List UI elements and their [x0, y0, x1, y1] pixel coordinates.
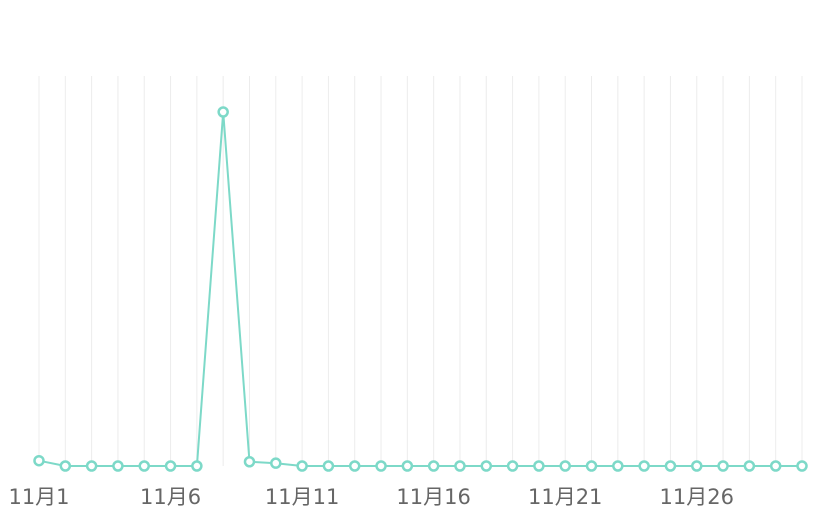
data-point[interactable] — [480, 460, 493, 472]
data-point[interactable] — [743, 460, 756, 472]
data-point[interactable] — [533, 460, 545, 472]
data-point[interactable] — [559, 460, 571, 472]
data-point[interactable] — [717, 460, 729, 472]
data-point[interactable] — [612, 460, 624, 472]
data-point[interactable] — [348, 460, 361, 472]
data-point[interactable] — [769, 460, 782, 472]
x-tick-label: 11月11 — [265, 485, 339, 509]
series-line-layer — [38, 111, 802, 467]
data-point[interactable] — [112, 460, 124, 472]
data-point[interactable] — [322, 460, 335, 472]
x-tick-label: 11月21 — [528, 485, 602, 509]
data-points-layer — [33, 106, 808, 472]
x-tick-label: 11月1 — [8, 485, 69, 509]
data-point[interactable] — [454, 460, 466, 472]
data-point[interactable] — [585, 460, 598, 472]
x-tick-label: 11月26 — [660, 485, 734, 509]
data-point[interactable] — [401, 460, 414, 472]
data-point[interactable] — [138, 460, 150, 472]
data-point[interactable] — [59, 460, 72, 472]
series-line — [38, 111, 802, 467]
data-point[interactable] — [296, 460, 308, 472]
data-point[interactable] — [164, 460, 177, 472]
data-point[interactable] — [638, 460, 650, 472]
data-point[interactable] — [664, 460, 677, 472]
x-axis-tick-labels: 11月1 11月6 11月11 11月16 11月21 11月26 — [8, 485, 734, 509]
data-point[interactable] — [427, 460, 440, 472]
data-point[interactable] — [85, 460, 98, 472]
x-tick-label: 11月16 — [396, 485, 470, 509]
grid-layer — [38, 76, 803, 466]
data-point[interactable] — [506, 460, 519, 472]
data-point[interactable] — [375, 460, 387, 472]
x-tick-label: 11月6 — [140, 485, 201, 509]
data-point[interactable] — [33, 454, 45, 467]
data-point[interactable] — [796, 460, 808, 472]
data-point[interactable] — [217, 106, 229, 118]
data-point[interactable] — [191, 460, 203, 472]
data-point[interactable] — [270, 457, 282, 469]
data-point[interactable] — [691, 460, 703, 472]
data-point[interactable] — [243, 456, 256, 468]
